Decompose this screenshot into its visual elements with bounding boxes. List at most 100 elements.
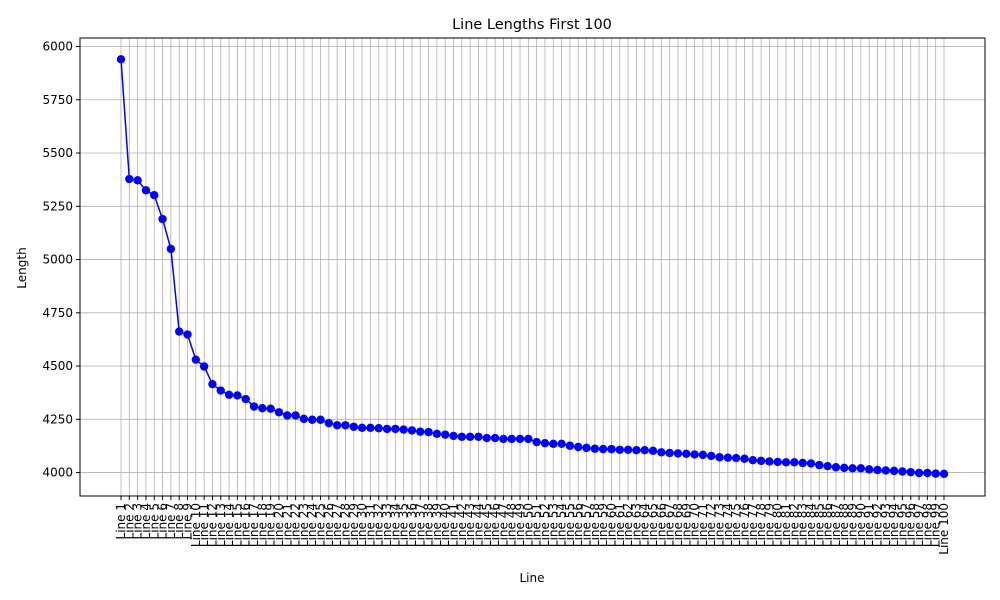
y-tick-label: 5500 (42, 146, 73, 160)
x-tick-label: Line 95 (895, 503, 909, 547)
data-point (831, 463, 841, 472)
x-tick-label: Line 96 (904, 503, 918, 547)
chart-title: Line Lengths First 100 (452, 17, 612, 33)
data-point (291, 411, 300, 420)
x-tick-label: Line 49 (513, 503, 527, 547)
x-tick-label: Line 3 (131, 503, 145, 539)
data-point (806, 459, 816, 468)
data-point (549, 439, 558, 449)
data-point (416, 427, 425, 436)
x-tick-label: Line 39 (430, 503, 444, 547)
data-point (682, 449, 691, 459)
data-point (507, 434, 516, 444)
x-tick-label: Line 18 (255, 503, 269, 547)
data-point (266, 404, 275, 413)
x-tick-label: Line 72 (704, 503, 718, 547)
x-tick-label: Line 74 (721, 503, 735, 547)
x-tick-label: Line 11 (197, 503, 211, 547)
data-point (274, 408, 284, 417)
data-point (864, 465, 874, 474)
data-point (532, 437, 541, 447)
data-point (490, 433, 500, 443)
data-point (199, 362, 209, 371)
data-point (233, 391, 242, 400)
plot-frame (79, 37, 986, 497)
x-tick-label: Line 53 (546, 503, 560, 547)
data-point (698, 450, 708, 460)
x-tick-label: Line 58 (588, 503, 602, 547)
x-tick-label: Line 66 (654, 503, 668, 547)
y-tick-label: 4750 (42, 306, 73, 320)
x-tick-label: Line 32 (372, 503, 386, 547)
x-tick-label: Line 38 (422, 503, 436, 547)
x-tick-label: Line 98 (920, 503, 934, 547)
data-point (557, 439, 566, 449)
x-tick-label: Line 62 (621, 503, 635, 547)
data-point (457, 432, 467, 441)
data-point (341, 421, 350, 430)
data-point (216, 386, 225, 395)
y-tick-label: 4250 (42, 412, 73, 426)
data-point (407, 426, 417, 435)
data-point (773, 457, 782, 467)
data-point (873, 465, 882, 475)
data-point (848, 464, 857, 473)
y-tick-label: 5000 (42, 253, 73, 267)
data-point (174, 327, 184, 336)
y-axis: 4000 4250 4500 4750 5000 5250 5500 5750 6000 (42, 40, 80, 480)
x-tick-label: Line 100 (937, 503, 951, 555)
x-tick-label: Line 1 (114, 503, 128, 539)
data-point (615, 445, 624, 454)
series-line (120, 59, 945, 475)
x-tick-label: Line 81 (779, 503, 793, 547)
data-point (781, 458, 791, 467)
data-point (474, 432, 483, 441)
x-tick-label: Line 64 (638, 503, 652, 547)
x-tick-label: Line 25 (314, 503, 328, 547)
x-tick-label: Line 41 (447, 503, 461, 547)
x-tick-label: Line 91 (862, 503, 876, 547)
x-tick-label: Line 47 (496, 503, 510, 547)
x-tick-label: Line 87 (829, 503, 843, 547)
data-point (565, 441, 575, 450)
data-point (191, 355, 201, 364)
data-point (690, 450, 699, 459)
data-point (357, 423, 367, 433)
x-tick-label: Line 52 (538, 503, 552, 547)
data-point (150, 191, 159, 200)
data-point (133, 176, 142, 185)
x-tick-label: Line 88 (837, 503, 851, 547)
data-point (249, 402, 259, 411)
series-line-lengths (116, 55, 949, 479)
data-point (441, 430, 450, 439)
data-point (840, 463, 849, 473)
data-point (349, 422, 358, 431)
data-point (465, 432, 475, 441)
x-tick-label: Line 22 (289, 503, 303, 547)
data-point (740, 454, 749, 463)
data-point (391, 424, 400, 434)
data-point (366, 423, 375, 433)
x-tick-label: Line 10 (189, 503, 203, 547)
data-point (648, 446, 658, 456)
data-point (640, 446, 649, 455)
data-point (889, 466, 899, 476)
data-point (241, 394, 250, 404)
data-point (183, 330, 192, 339)
grid (80, 38, 985, 496)
x-tick-label: Line 20 (272, 503, 286, 547)
data-point (923, 468, 932, 478)
x-tick-label: Line 78 (754, 503, 768, 547)
x-tick-label: Line 86 (821, 503, 835, 547)
x-tick-label: Line 77 (746, 503, 760, 547)
x-tick-label: Line 31 (363, 503, 377, 547)
data-point (715, 453, 724, 462)
x-tick-label: Line 2 (122, 503, 136, 539)
x-tick-label: Line 67 (663, 503, 677, 547)
x-tick-label: Line 94 (887, 503, 901, 547)
x-tick-label: Line 75 (729, 503, 743, 547)
data-point (856, 464, 866, 473)
x-tick-label: Line 46 (488, 503, 502, 547)
data-point (823, 461, 832, 471)
